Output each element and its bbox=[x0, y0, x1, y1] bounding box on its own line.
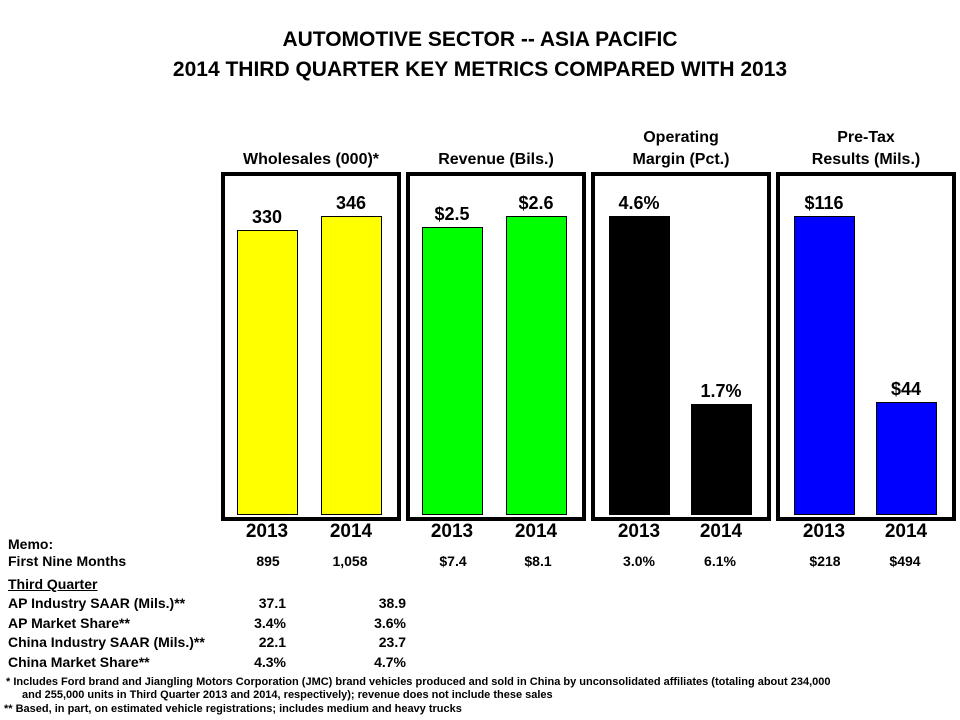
bar-2013 bbox=[237, 230, 298, 515]
panel-title: Wholesales (000)* bbox=[242, 151, 380, 168]
third-quarter-value-2013: 22.1 bbox=[258, 634, 286, 650]
memo-label: Memo: bbox=[8, 536, 54, 552]
bar-2014 bbox=[691, 404, 752, 515]
bar-value-label: 346 bbox=[335, 193, 367, 213]
year-label: 2014 bbox=[329, 521, 373, 542]
third-quarter-value-2013: 4.3% bbox=[254, 653, 286, 670]
third-quarter-row-label: AP Industry SAAR (Mils.)** bbox=[8, 595, 186, 611]
bar-value-label: 4.6% bbox=[618, 193, 660, 213]
panel-title-line1: Operating bbox=[643, 129, 719, 146]
first-nine-value: 1,058 bbox=[332, 553, 368, 569]
title-line-1: AUTOMOTIVE SECTOR -- ASIA PACIFIC bbox=[282, 28, 678, 51]
title-line-2: 2014 THIRD QUARTER KEY METRICS COMPARED … bbox=[172, 58, 788, 81]
panel-title: Margin (Pct.) bbox=[632, 151, 730, 168]
third-quarter-value-2014: 38.9 bbox=[378, 595, 406, 611]
year-label: 2014 bbox=[884, 521, 928, 542]
third-quarter-row-label: China Market Share** bbox=[8, 653, 150, 670]
footnote-1: * Includes Ford brand and Jiangling Moto… bbox=[6, 676, 831, 688]
first-nine-value: $218 bbox=[809, 553, 841, 569]
footnote-2: ** Based, in part, on estimated vehicle … bbox=[4, 703, 462, 715]
panel-title: Results (Mils.) bbox=[811, 151, 921, 168]
year-label: 2013 bbox=[802, 521, 846, 542]
third-quarter-row-label: China Industry SAAR (Mils.)** bbox=[8, 634, 205, 650]
year-label: 2013 bbox=[617, 521, 661, 542]
third-quarter-value-2013: 37.1 bbox=[258, 595, 286, 611]
panel-title: Revenue (Bils.) bbox=[438, 151, 554, 168]
bar-value-label: $44 bbox=[890, 379, 922, 399]
footnote-1-cont: and 255,000 units in Third Quarter 2013 … bbox=[22, 689, 553, 701]
third-quarter-value-2013: 3.4% bbox=[254, 614, 286, 631]
first-nine-value: $7.4 bbox=[439, 553, 467, 569]
first-nine-value: 6.1% bbox=[704, 553, 736, 569]
first-nine-value: $494 bbox=[889, 553, 921, 569]
third-quarter-value-2014: 3.6% bbox=[374, 614, 406, 631]
third-quarter-value-2014: 23.7 bbox=[378, 634, 406, 650]
bar-2013 bbox=[609, 216, 670, 515]
panel-title-line1: Pre-Tax bbox=[837, 129, 895, 146]
chart-panel: $116 $44 bbox=[776, 172, 956, 521]
year-label: 2013 bbox=[245, 521, 289, 542]
third-quarter-row-label: AP Market Share** bbox=[8, 614, 130, 631]
bar-2013 bbox=[794, 216, 855, 515]
chart-panel: $2.5 $2.6 bbox=[406, 172, 586, 521]
bar-value-label: $2.6 bbox=[518, 193, 554, 213]
bar-value-label: $116 bbox=[804, 193, 844, 213]
bar-2014 bbox=[506, 216, 567, 515]
third-quarter-value-2014: 4.7% bbox=[374, 653, 406, 670]
year-label: 2013 bbox=[430, 521, 474, 542]
third-quarter-label: Third Quarter bbox=[8, 576, 98, 592]
year-label: 2014 bbox=[699, 521, 743, 542]
bar-value-label: 1.7% bbox=[700, 381, 742, 401]
bar-2014 bbox=[321, 216, 382, 515]
bar-2014 bbox=[876, 402, 937, 515]
chart-panel: 330 346 bbox=[221, 172, 401, 521]
first-nine-value: 895 bbox=[256, 553, 280, 569]
first-nine-value: 3.0% bbox=[623, 553, 655, 569]
bar-value-label: $2.5 bbox=[434, 204, 470, 224]
bar-value-label: 330 bbox=[251, 207, 283, 227]
chart-panel: 4.6% 1.7% bbox=[591, 172, 771, 521]
first-nine-value: $8.1 bbox=[524, 553, 552, 569]
bar-2013 bbox=[422, 227, 483, 515]
first-nine-label: First Nine Months bbox=[8, 553, 127, 569]
year-label: 2014 bbox=[514, 521, 558, 542]
